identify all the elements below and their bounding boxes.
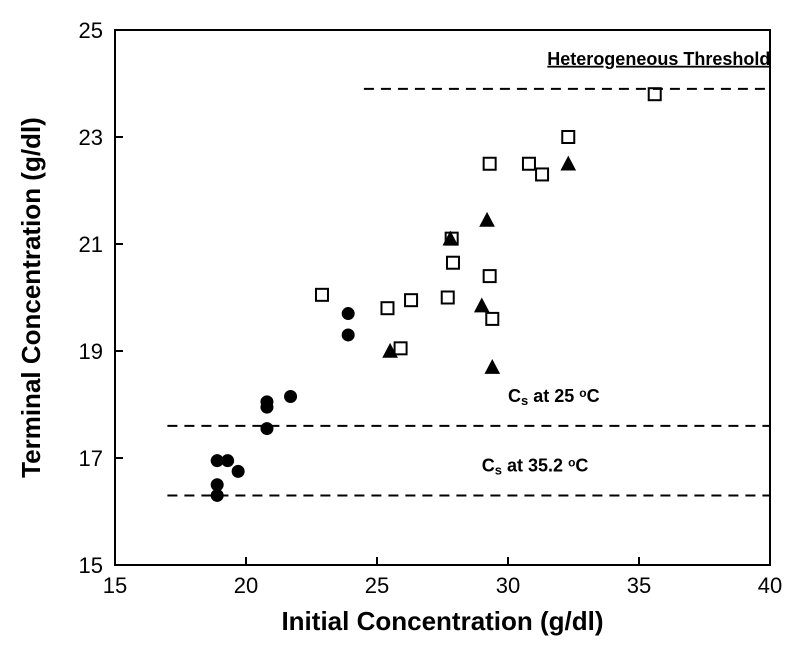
y-tick-label: 21	[79, 232, 103, 257]
heterogeneous-threshold-label: Heterogeneous Threshold	[547, 49, 770, 69]
marker-circle	[211, 489, 223, 501]
x-tick-label: 30	[496, 573, 520, 598]
marker-circle	[222, 455, 234, 467]
chart-container: 15 20 25 30 35 40 15 17 19 21 23 25 Initial Concentr…	[0, 0, 800, 647]
y-tick-label: 25	[79, 18, 103, 43]
y-tick-label: 17	[79, 446, 103, 471]
x-tick-label: 40	[758, 573, 782, 598]
x-tick-label: 15	[103, 573, 127, 598]
x-tick-label: 35	[627, 573, 651, 598]
y-tick-label: 15	[79, 553, 103, 578]
x-tick-label: 25	[365, 573, 389, 598]
x-axis-label: Initial Concentration (g/dl)	[281, 606, 603, 636]
marker-circle	[342, 308, 354, 320]
marker-circle	[285, 390, 297, 402]
marker-circle	[342, 329, 354, 341]
scatter-chart: 15 20 25 30 35 40 15 17 19 21 23 25 Initial Concentr…	[0, 0, 800, 647]
y-tick-label: 23	[79, 125, 103, 150]
y-tick-label: 19	[79, 339, 103, 364]
y-axis-label: Terminal Concentration (g/dl)	[16, 117, 46, 478]
marker-circle	[232, 465, 244, 477]
marker-circle	[261, 401, 273, 413]
marker-circle	[261, 423, 273, 435]
x-tick-label: 20	[234, 573, 258, 598]
